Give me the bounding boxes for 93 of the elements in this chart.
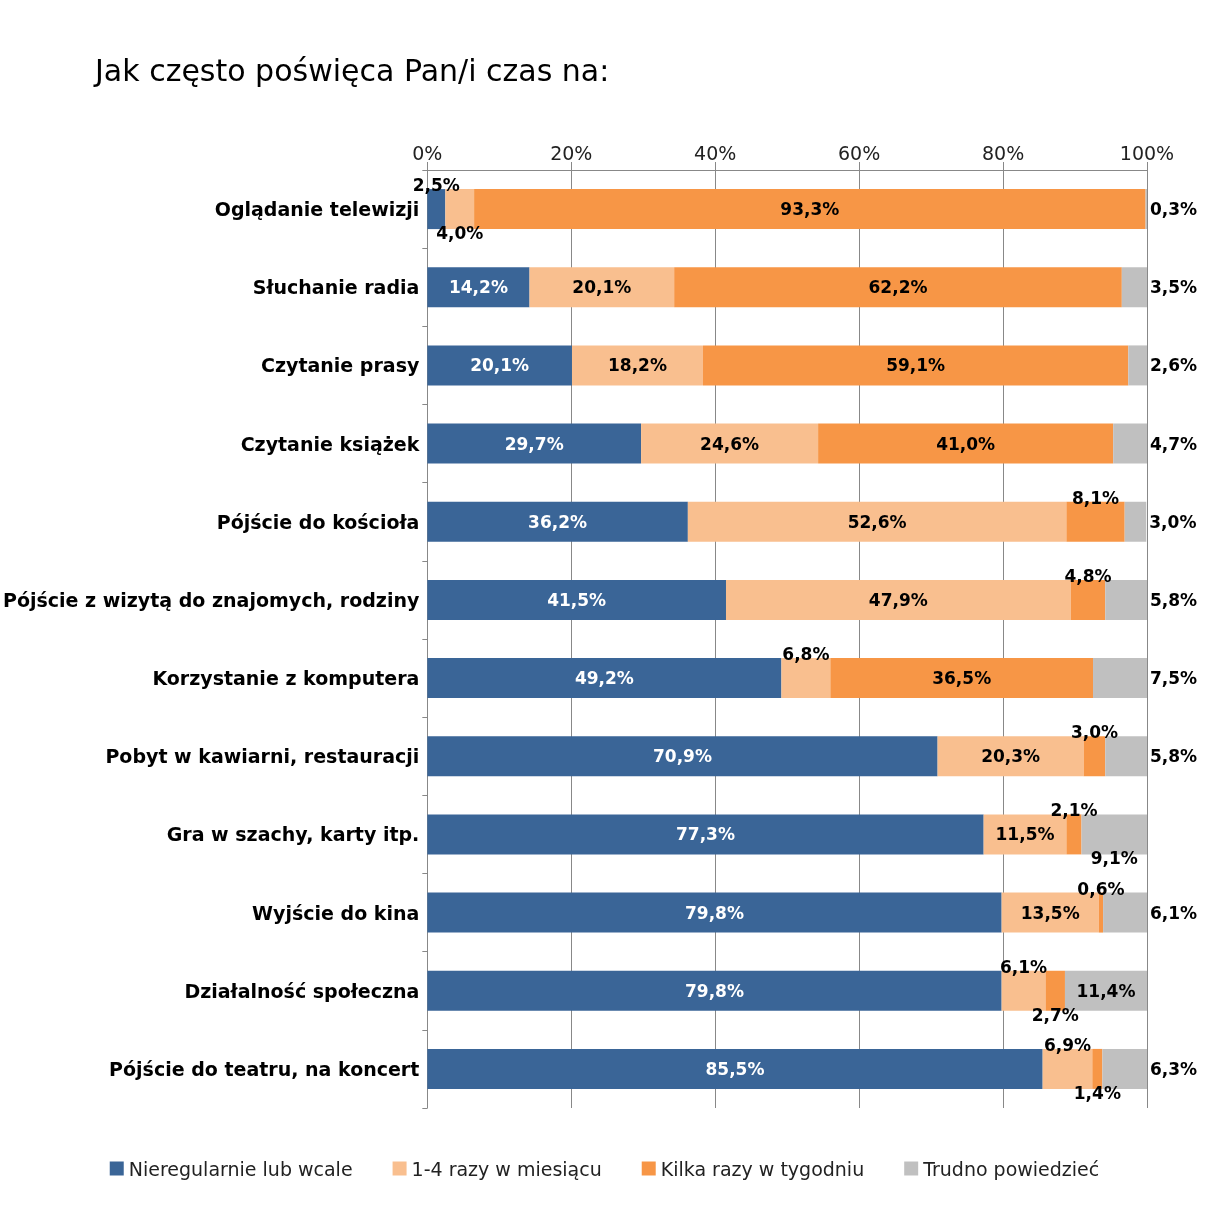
bar [427, 736, 938, 777]
y-tick-label: Korzystanie z komputera [152, 667, 420, 690]
data-label: 4,7% [1150, 433, 1198, 454]
data-label: 41,5% [547, 589, 607, 610]
data-label: 20,1% [470, 355, 530, 376]
data-label: 5,8% [1150, 746, 1198, 767]
data-label: 1,4% [1073, 1082, 1121, 1103]
data-label: 49,2% [574, 668, 634, 689]
y-tick-label: Pójście do teatru, na koncert [109, 1057, 420, 1080]
bar [830, 658, 1094, 699]
data-label: 6,3% [1150, 1058, 1198, 1079]
data-label: 41,0% [936, 433, 996, 454]
data-label: 6,9% [1043, 1034, 1092, 1055]
data-label: 18,2% [607, 355, 667, 376]
bar [641, 423, 819, 464]
data-label: 9,1% [1090, 848, 1138, 869]
legend-label: Kilka razy w tygodniu [660, 1157, 865, 1180]
y-tick-label: Pójście do kościoła [216, 510, 420, 533]
bar [687, 501, 1067, 542]
data-label: 52,6% [847, 511, 907, 532]
chart-title: Jak często poświęca Pan/i czas na: [93, 52, 610, 88]
y-tick-label: Działalność społeczna [184, 979, 420, 1002]
x-tick-label: 20% [550, 141, 593, 164]
bar [427, 267, 530, 308]
x-tick-label: 40% [694, 141, 737, 164]
data-label: 3,0% [1149, 511, 1197, 532]
bar [427, 501, 688, 542]
bar [1128, 345, 1147, 386]
legend-label: 1-4 razy w miesiącu [411, 1157, 602, 1180]
data-label: 85,5% [705, 1058, 765, 1079]
y-tick-label: Pójście z wizytą do znajomych, rodziny [2, 588, 420, 611]
data-label: 7,5% [1150, 668, 1198, 689]
data-label: 20,3% [981, 746, 1041, 767]
data-label: 0,3% [1150, 199, 1198, 220]
bar [427, 892, 1002, 933]
data-label: 62,2% [868, 277, 928, 298]
bar [427, 658, 782, 699]
data-label: 2,1% [1050, 800, 1098, 821]
bar [702, 345, 1129, 386]
bar [1113, 423, 1147, 464]
y-tick-label: Gra w szachy, karty itp. [166, 823, 420, 846]
x-tick-label: 100% [1119, 141, 1175, 164]
bar [427, 345, 572, 386]
data-label: 24,6% [700, 433, 760, 454]
bar [427, 1048, 1043, 1089]
bar [1093, 658, 1147, 699]
data-label: 4,0% [436, 223, 484, 244]
data-label: 79,8% [684, 902, 744, 923]
x-tick-label: 0% [412, 141, 443, 164]
data-label: 93,3% [780, 199, 840, 220]
data-label: 20,1% [572, 277, 632, 298]
bar [427, 970, 1002, 1011]
data-label: 59,1% [886, 355, 946, 376]
data-label: 2,6% [1150, 355, 1198, 376]
data-label: 77,3% [675, 824, 735, 845]
bar [529, 267, 675, 308]
bar [571, 345, 703, 386]
y-tick-label: Oglądanie telewizji [214, 198, 420, 221]
data-label: 6,8% [782, 644, 830, 665]
bar [674, 267, 1122, 308]
data-label: 6,1% [1150, 902, 1198, 923]
bar [1121, 267, 1147, 308]
legend-label: Nieregularnie lub wcale [128, 1157, 353, 1180]
x-tick-label: 80% [981, 141, 1025, 164]
bar [427, 579, 726, 620]
data-label: 2,7% [1031, 1004, 1079, 1025]
y-tick-label: Słuchanie radia [252, 276, 420, 299]
data-label: 11,4% [1076, 980, 1136, 1001]
data-label: 29,7% [504, 433, 564, 454]
data-label: 6,1% [1000, 956, 1048, 977]
y-tick-label: Czytanie prasy [261, 354, 420, 377]
bar [427, 814, 984, 855]
data-label: 36,5% [932, 668, 992, 689]
data-label: 13,5% [1020, 902, 1080, 923]
bar [818, 423, 1114, 464]
data-label: 5,8% [1150, 589, 1198, 610]
data-label: 0,6% [1077, 878, 1125, 899]
data-label: 11,5% [995, 824, 1055, 845]
data-label: 3,0% [1070, 722, 1119, 743]
bar [1124, 501, 1147, 542]
data-label: 2,5% [412, 175, 460, 196]
legend-label: Trudno powiedzieć [922, 1157, 1100, 1180]
bar [427, 423, 642, 464]
y-tick-label: Wyjście do kina [252, 901, 420, 924]
data-label: 79,8% [684, 980, 744, 1001]
y-tick-label: Czytanie książek [240, 432, 420, 455]
data-label: 36,2% [528, 511, 588, 532]
data-label: 47,9% [868, 589, 928, 610]
x-tick-label: 60% [838, 141, 881, 164]
y-tick-label: Pobyt w kawiarni, restauracji [105, 745, 420, 768]
data-label: 3,5% [1150, 277, 1198, 298]
data-label: 70,9% [652, 746, 712, 767]
data-label: 14,2% [448, 277, 508, 298]
